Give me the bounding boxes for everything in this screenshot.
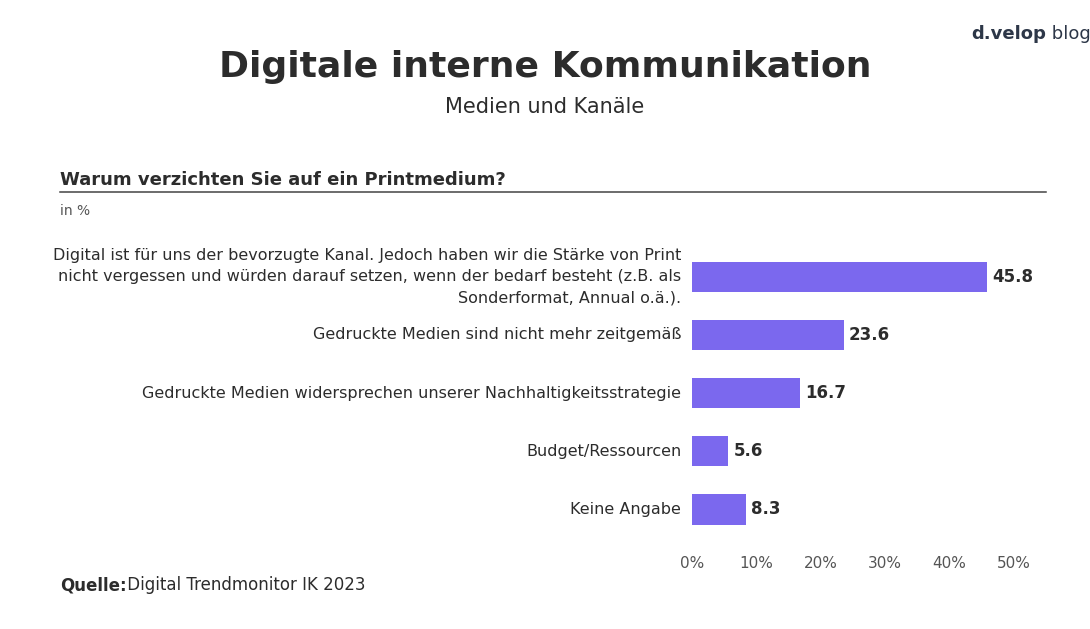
Text: Keine Angabe: Keine Angabe <box>570 502 681 517</box>
Text: Digital Trendmonitor IK 2023: Digital Trendmonitor IK 2023 <box>122 576 365 594</box>
Bar <box>692 320 844 350</box>
Text: in %: in % <box>60 204 90 218</box>
Text: 45.8: 45.8 <box>992 268 1033 286</box>
Text: 16.7: 16.7 <box>804 384 846 402</box>
Text: 5.6: 5.6 <box>734 442 763 460</box>
Text: Gedruckte Medien sind nicht mehr zeitgemäß: Gedruckte Medien sind nicht mehr zeitgem… <box>313 328 681 342</box>
Bar <box>692 262 986 292</box>
Text: Warum verzichten Sie auf ein Printmedium?: Warum verzichten Sie auf ein Printmedium… <box>60 170 506 189</box>
Bar <box>692 436 728 466</box>
Text: Budget/Ressourcen: Budget/Ressourcen <box>526 444 681 459</box>
Text: Gedruckte Medien widersprechen unserer Nachhaltigkeitsstrategie: Gedruckte Medien widersprechen unserer N… <box>143 386 681 401</box>
Text: Quelle:: Quelle: <box>60 576 126 594</box>
Text: blog: blog <box>1046 25 1090 43</box>
Text: 8.3: 8.3 <box>751 501 780 518</box>
Text: d.velop: d.velop <box>971 25 1046 43</box>
Bar <box>692 378 800 408</box>
Text: 23.6: 23.6 <box>849 326 891 344</box>
Text: Digital ist für uns der bevorzugte Kanal. Jedoch haben wir die Stärke von Print
: Digital ist für uns der bevorzugte Kanal… <box>53 248 681 305</box>
Text: Digitale interne Kommunikation: Digitale interne Kommunikation <box>219 50 871 84</box>
Text: Medien und Kanäle: Medien und Kanäle <box>446 97 644 118</box>
Bar <box>692 494 746 525</box>
